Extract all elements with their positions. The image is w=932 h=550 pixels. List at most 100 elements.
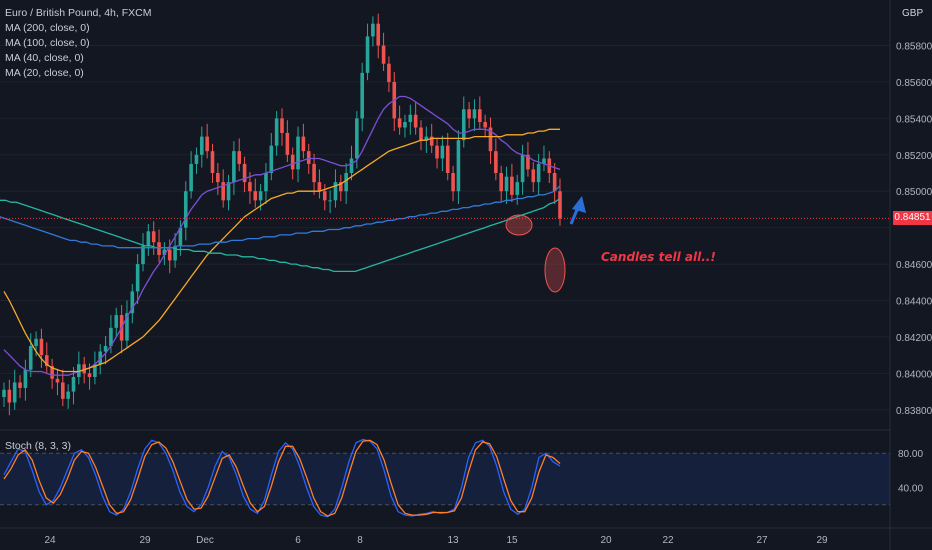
price-tick-label: 0.84200	[896, 333, 932, 344]
candle-body	[344, 173, 348, 192]
candle-body	[151, 231, 156, 243]
candle-body	[242, 163, 247, 183]
candle-body	[424, 136, 429, 141]
candle-body	[253, 191, 258, 201]
candle-body	[456, 140, 461, 192]
legend-ma-20[interactable]: MA (20, close, 0)	[5, 67, 84, 79]
up-arrow-icon	[569, 196, 586, 225]
candle-body	[483, 122, 487, 128]
candle-body	[61, 382, 65, 399]
candle-body	[515, 182, 520, 195]
price-tick-label: 0.85600	[896, 78, 932, 89]
candle-body	[365, 36, 370, 73]
candle-body	[173, 245, 177, 261]
candle-body	[237, 151, 242, 164]
time-tick-label: 29	[139, 535, 151, 546]
legend-ma-200[interactable]: MA (200, close, 0)	[5, 22, 90, 34]
legend-ma-40[interactable]: MA (40, close, 0)	[5, 52, 84, 64]
stochastic-lines	[0, 438, 890, 518]
candle-body	[183, 191, 188, 228]
candle-body	[445, 145, 450, 174]
candle-body	[285, 132, 290, 155]
candle-body	[93, 364, 97, 378]
time-tick-label: 8	[357, 535, 363, 546]
candle-body	[371, 23, 375, 37]
candle-body	[82, 364, 86, 374]
candle-body	[157, 242, 161, 255]
candle-body	[221, 182, 225, 201]
candle-body	[18, 382, 22, 388]
stoch-d-line	[3, 439, 561, 517]
candle-body	[2, 389, 6, 398]
main-grid	[0, 45, 890, 411]
candle-body	[499, 173, 503, 192]
candle-body	[296, 136, 300, 170]
candle-body	[87, 373, 92, 378]
candle-body	[558, 191, 562, 219]
current-price-badge: 0.84851	[893, 211, 932, 226]
candle-body	[317, 182, 322, 192]
candle-body	[306, 151, 311, 164]
candle-body	[355, 118, 359, 159]
candle-body	[7, 389, 12, 403]
candle-body	[109, 327, 113, 347]
candle-body	[440, 145, 445, 159]
highlight-ellipse-ma-touch	[505, 214, 533, 236]
candle-body	[494, 151, 498, 174]
candle-body	[226, 182, 231, 201]
candle-body	[77, 364, 81, 378]
ma-line	[3, 128, 560, 373]
price-tick-label: 0.83800	[896, 406, 932, 417]
candle-body	[290, 154, 295, 170]
candle-body	[435, 145, 439, 159]
price-tick-label: 0.85800	[896, 42, 932, 53]
time-tick-label: 13	[447, 535, 459, 546]
price-tick-label: 0.84600	[896, 260, 932, 271]
candle-body	[274, 118, 279, 146]
highlight-ellipse-last-candle	[544, 247, 566, 293]
candle-body	[269, 145, 274, 174]
candle-body	[125, 313, 129, 341]
price-tick-label: 0.85400	[896, 114, 932, 125]
price-tick-label: 0.84400	[896, 297, 932, 308]
candle-body	[23, 369, 28, 388]
candle-body	[66, 391, 70, 399]
legend-ma-100[interactable]: MA (100, close, 0)	[5, 37, 90, 49]
candle-body	[333, 182, 338, 201]
candle-body	[429, 136, 434, 146]
candle-body	[130, 291, 135, 314]
stoch-legend[interactable]: Stoch (8, 3, 3)	[5, 440, 71, 452]
candle-body	[28, 346, 33, 370]
candle-body	[376, 23, 381, 46]
time-axis: 24 29 Dec 6 8 13 15 20 22 27 29	[44, 535, 828, 546]
candle-body	[413, 114, 418, 128]
candle-body	[349, 158, 354, 174]
candle-body	[167, 249, 172, 261]
candle-body	[135, 264, 140, 292]
candle-body	[526, 154, 530, 170]
candle-body	[39, 338, 44, 356]
legend-title[interactable]: Euro / British Pound, 4h, FXCM	[5, 7, 152, 19]
candle-body	[141, 245, 145, 265]
candle-body	[510, 176, 514, 195]
candle-body	[200, 136, 204, 155]
time-tick-label: 24	[44, 535, 56, 546]
annotation-text: Candles tell all..!	[601, 250, 716, 264]
ma-line	[0, 185, 561, 249]
candle-body	[322, 191, 327, 201]
candle-body	[328, 200, 332, 202]
price-tick-label: 0.84000	[896, 369, 932, 380]
candle-body	[408, 114, 413, 123]
ma-line	[0, 197, 561, 273]
candle-body	[162, 249, 167, 255]
candle-body	[360, 72, 364, 119]
candle-body	[34, 338, 38, 347]
candle-body	[114, 315, 119, 328]
time-tick-label: 6	[295, 535, 301, 546]
candle-body	[312, 163, 316, 183]
candle-body	[216, 173, 220, 183]
candle-body	[552, 173, 557, 192]
stoch-band	[0, 453, 890, 505]
price-axis: 0.85800 0.85600 0.85400 0.85200 0.85000 0.846…	[896, 42, 932, 417]
